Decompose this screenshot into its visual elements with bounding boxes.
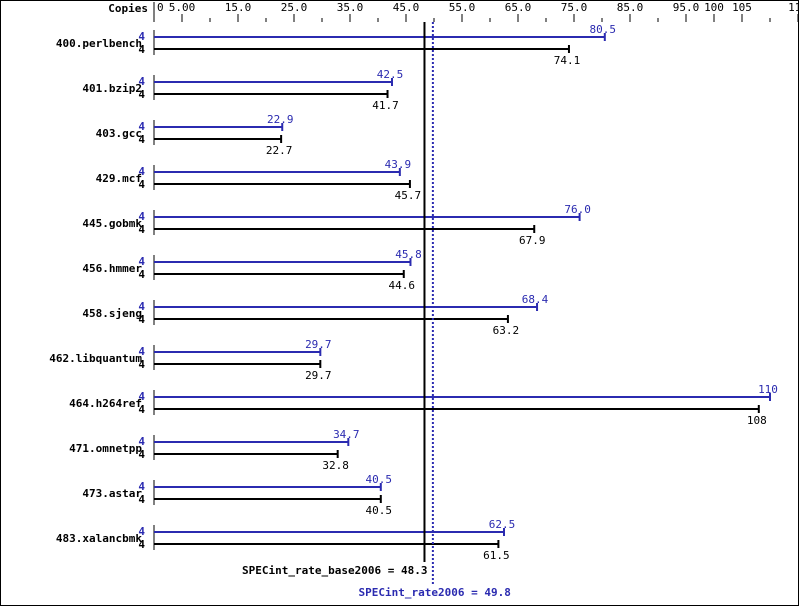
base-copies: 4 [138, 403, 145, 416]
base-copies: 4 [138, 223, 145, 236]
axis-tick-label: 75.0 [561, 1, 588, 14]
benchmark-label: 403.gcc [96, 127, 142, 140]
peak-copies: 4 [138, 30, 145, 43]
benchmark-label: 458.sjeng [82, 307, 142, 320]
peak-reference-label: SPECint_rate2006 = 49.8 [359, 586, 511, 599]
peak-value-label: 22.9 [267, 113, 294, 126]
base-value-label: 29.7 [305, 369, 332, 382]
peak-copies: 4 [138, 300, 145, 313]
base-value-label: 61.5 [483, 549, 510, 562]
benchmark-label: 456.hmmer [82, 262, 142, 275]
peak-copies: 4 [138, 480, 145, 493]
peak-value-label: 68.4 [522, 293, 549, 306]
peak-copies: 4 [138, 435, 145, 448]
axis-tick-label: 15.0 [225, 1, 252, 14]
benchmark-label: 429.mcf [96, 172, 142, 185]
base-copies: 4 [138, 313, 145, 326]
base-value-label: 40.5 [366, 504, 393, 517]
peak-value-label: 110 [758, 383, 778, 396]
benchmark-label: 401.bzip2 [82, 82, 142, 95]
axis-title: Copies [108, 2, 148, 15]
benchmark-label: 462.libquantum [49, 352, 142, 365]
base-copies: 4 [138, 538, 145, 551]
axis-tick-label: 55.0 [449, 1, 476, 14]
peak-copies: 4 [138, 525, 145, 538]
peak-value-label: 80.5 [590, 23, 617, 36]
benchmark-label: 464.h264ref [69, 397, 142, 410]
axis-tick-label: 5.00 [169, 1, 196, 14]
peak-copies: 4 [138, 390, 145, 403]
axis-tick-label: 105 [732, 1, 752, 14]
peak-value-label: 76.0 [564, 203, 591, 216]
base-value-label: 32.8 [322, 459, 349, 472]
base-value-label: 22.7 [266, 144, 293, 157]
peak-value-label: 34.7 [333, 428, 360, 441]
peak-value-label: 45.8 [395, 248, 422, 261]
base-copies: 4 [138, 133, 145, 146]
base-value-label: 41.7 [372, 99, 399, 112]
axis-tick-label: 0 [157, 1, 164, 14]
benchmark-label: 445.gobmk [82, 217, 142, 230]
base-copies: 4 [138, 448, 145, 461]
base-reference-label: SPECint_rate_base2006 = 48.3 [242, 564, 427, 577]
base-value-label: 108 [747, 414, 767, 427]
peak-copies: 4 [138, 120, 145, 133]
base-copies: 4 [138, 178, 145, 191]
base-value-label: 63.2 [493, 324, 520, 337]
benchmark-label: 473.astar [82, 487, 142, 500]
peak-value-label: 29.7 [305, 338, 332, 351]
peak-copies: 4 [138, 165, 145, 178]
axis-tick-label: 115 [788, 1, 799, 14]
base-copies: 4 [138, 358, 145, 371]
axis-tick-label: 95.0 [673, 1, 700, 14]
axis-tick-label: 85.0 [617, 1, 644, 14]
benchmark-label: 400.perlbench [56, 37, 142, 50]
base-copies: 4 [138, 88, 145, 101]
peak-value-label: 43.9 [385, 158, 412, 171]
base-value-label: 44.6 [389, 279, 416, 292]
benchmark-label: 471.omnetpp [69, 442, 142, 455]
peak-copies: 4 [138, 210, 145, 223]
base-value-label: 45.7 [395, 189, 422, 202]
peak-copies: 4 [138, 75, 145, 88]
benchmark-label: 483.xalancbmk [56, 532, 142, 545]
axis-tick-label: 35.0 [337, 1, 364, 14]
base-value-label: 74.1 [554, 54, 581, 67]
axis-tick-label: 100 [704, 1, 724, 14]
peak-copies: 4 [138, 345, 145, 358]
peak-value-label: 42.5 [377, 68, 404, 81]
base-copies: 4 [138, 268, 145, 281]
base-copies: 4 [138, 43, 145, 56]
axis-tick-label: 65.0 [505, 1, 532, 14]
peak-value-label: 40.5 [366, 473, 393, 486]
axis-tick-label: 45.0 [393, 1, 420, 14]
peak-copies: 4 [138, 255, 145, 268]
base-copies: 4 [138, 493, 145, 506]
base-value-label: 67.9 [519, 234, 546, 247]
axis-tick-label: 25.0 [281, 1, 308, 14]
peak-value-label: 62.5 [489, 518, 516, 531]
